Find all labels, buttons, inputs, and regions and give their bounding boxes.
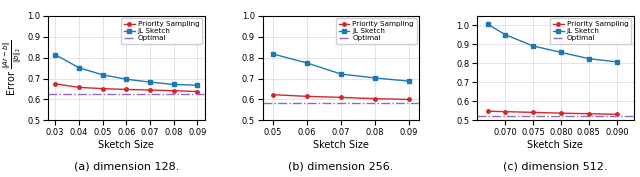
Legend: Priority Sampling, JL Sketch, Optimal: Priority Sampling, JL Sketch, Optimal [121, 18, 202, 44]
Priority Sampling [269, 94, 276, 96]
Priority Sampling [337, 96, 345, 98]
Priority Sampling [303, 95, 310, 97]
Priority Sampling [501, 111, 509, 113]
Priority Sampling [557, 112, 564, 114]
JL Sketch [303, 62, 310, 64]
JL Sketch [529, 45, 537, 47]
Priority Sampling [529, 111, 537, 113]
Y-axis label: Error $\frac{\|Ar-b\|}{\|b\|_2}$: Error $\frac{\|Ar-b\|}{\|b\|_2}$ [2, 40, 24, 96]
JL Sketch [484, 23, 492, 25]
JL Sketch [613, 61, 621, 63]
Line: Priority Sampling: Priority Sampling [53, 82, 199, 93]
Priority Sampling [405, 98, 413, 101]
Line: JL Sketch: JL Sketch [271, 52, 411, 83]
JL Sketch [501, 33, 509, 36]
Priority Sampling [146, 89, 154, 91]
Title: (a) dimension 128.: (a) dimension 128. [74, 161, 179, 172]
Priority Sampling [194, 90, 202, 93]
Priority Sampling [99, 88, 106, 90]
JL Sketch [405, 80, 413, 82]
Priority Sampling [170, 90, 177, 92]
JL Sketch [269, 53, 276, 55]
Line: JL Sketch: JL Sketch [53, 53, 199, 87]
JL Sketch [122, 78, 130, 80]
Legend: Priority Sampling, JL Sketch, Optimal: Priority Sampling, JL Sketch, Optimal [550, 18, 632, 44]
JL Sketch [99, 74, 106, 76]
X-axis label: Sketch Size: Sketch Size [99, 140, 154, 150]
Line: Priority Sampling: Priority Sampling [486, 110, 618, 116]
Priority Sampling [75, 86, 83, 88]
JL Sketch [194, 84, 202, 86]
Line: Priority Sampling: Priority Sampling [271, 93, 411, 101]
Title: (b) dimension 256.: (b) dimension 256. [288, 161, 394, 172]
Priority Sampling [371, 98, 379, 100]
JL Sketch [75, 67, 83, 69]
JL Sketch [557, 51, 564, 53]
JL Sketch [146, 81, 154, 83]
JL Sketch [585, 58, 593, 60]
X-axis label: Sketch Size: Sketch Size [313, 140, 369, 150]
Priority Sampling [613, 113, 621, 115]
Priority Sampling [484, 110, 492, 112]
Priority Sampling [122, 88, 130, 90]
Line: JL Sketch: JL Sketch [486, 23, 618, 64]
X-axis label: Sketch Size: Sketch Size [527, 140, 583, 150]
JL Sketch [371, 77, 379, 79]
JL Sketch [51, 53, 59, 56]
Priority Sampling [585, 113, 593, 115]
Legend: Priority Sampling, JL Sketch, Optimal: Priority Sampling, JL Sketch, Optimal [335, 18, 417, 44]
Title: (c) dimension 512.: (c) dimension 512. [503, 161, 607, 172]
JL Sketch [337, 73, 345, 75]
Priority Sampling [51, 83, 59, 85]
JL Sketch [170, 83, 177, 85]
